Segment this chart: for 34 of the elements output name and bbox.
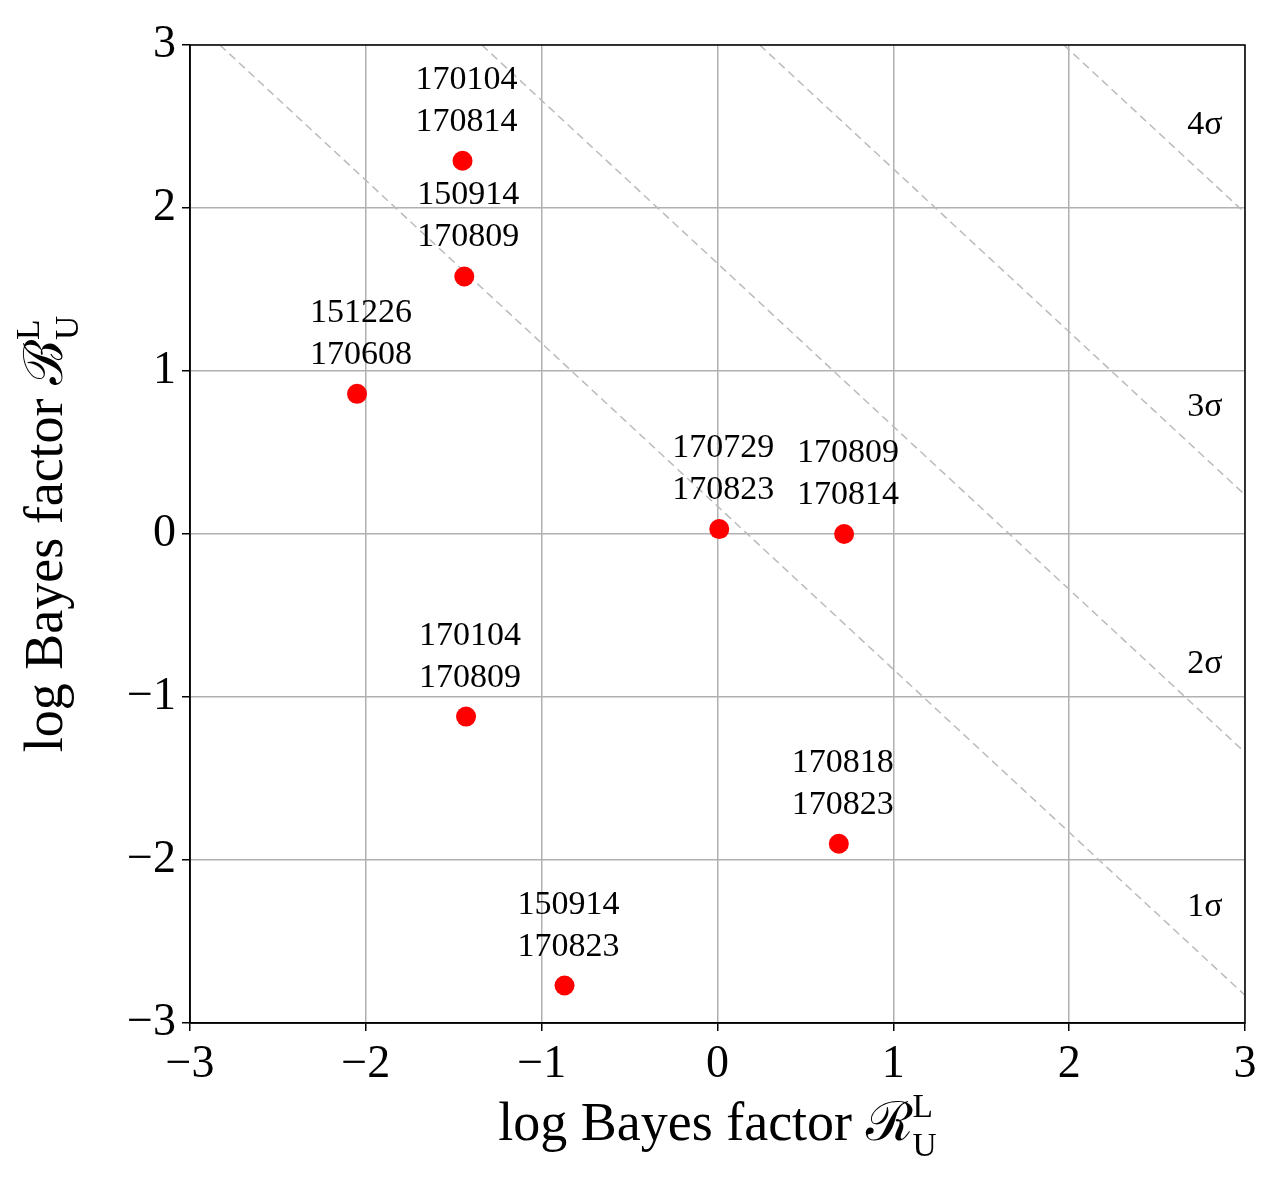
x-tick-label: −1 bbox=[517, 1035, 567, 1087]
data-label: 170809 170814 bbox=[797, 432, 900, 511]
point bbox=[456, 706, 477, 727]
point bbox=[454, 266, 475, 287]
x-tick-label: 1 bbox=[881, 1035, 905, 1087]
series-label: 3σ bbox=[1187, 385, 1223, 423]
point bbox=[828, 833, 849, 854]
series-label: 1σ bbox=[1187, 886, 1223, 924]
data-label: 170818 170823 bbox=[791, 741, 894, 821]
data-label: 170729 170823 bbox=[672, 427, 775, 507]
series-label: 2σ bbox=[1187, 643, 1223, 681]
data-label: 150914 170809 bbox=[417, 174, 520, 254]
data-label: 150914 170823 bbox=[517, 883, 620, 963]
point bbox=[834, 524, 855, 544]
data-label: 170104 170814 bbox=[415, 58, 518, 138]
y-tick-label: 0 bbox=[153, 505, 176, 557]
x-tick-label: 0 bbox=[706, 1035, 729, 1087]
y-axis-title: log Bayes factor ℬLU bbox=[9, 315, 86, 753]
y-tick-label: −1 bbox=[127, 668, 176, 720]
y-tick-label: 3 bbox=[153, 16, 176, 68]
point bbox=[554, 975, 575, 996]
x-tick-label: −2 bbox=[341, 1035, 391, 1087]
x-tick-label: 2 bbox=[1057, 1035, 1081, 1087]
y-tick-label: −3 bbox=[127, 994, 176, 1046]
y-tick-label: 2 bbox=[153, 179, 176, 231]
series-label: 4σ bbox=[1187, 103, 1223, 141]
data-label: 151226 170608 bbox=[310, 291, 413, 371]
point bbox=[347, 383, 368, 404]
y-tick-label: 1 bbox=[153, 342, 176, 394]
point bbox=[709, 519, 730, 540]
y-tick-label: −2 bbox=[127, 831, 176, 883]
x-tick-label: 3 bbox=[1233, 1035, 1257, 1087]
point bbox=[452, 150, 473, 171]
data-label: 170104 170809 bbox=[419, 614, 522, 694]
